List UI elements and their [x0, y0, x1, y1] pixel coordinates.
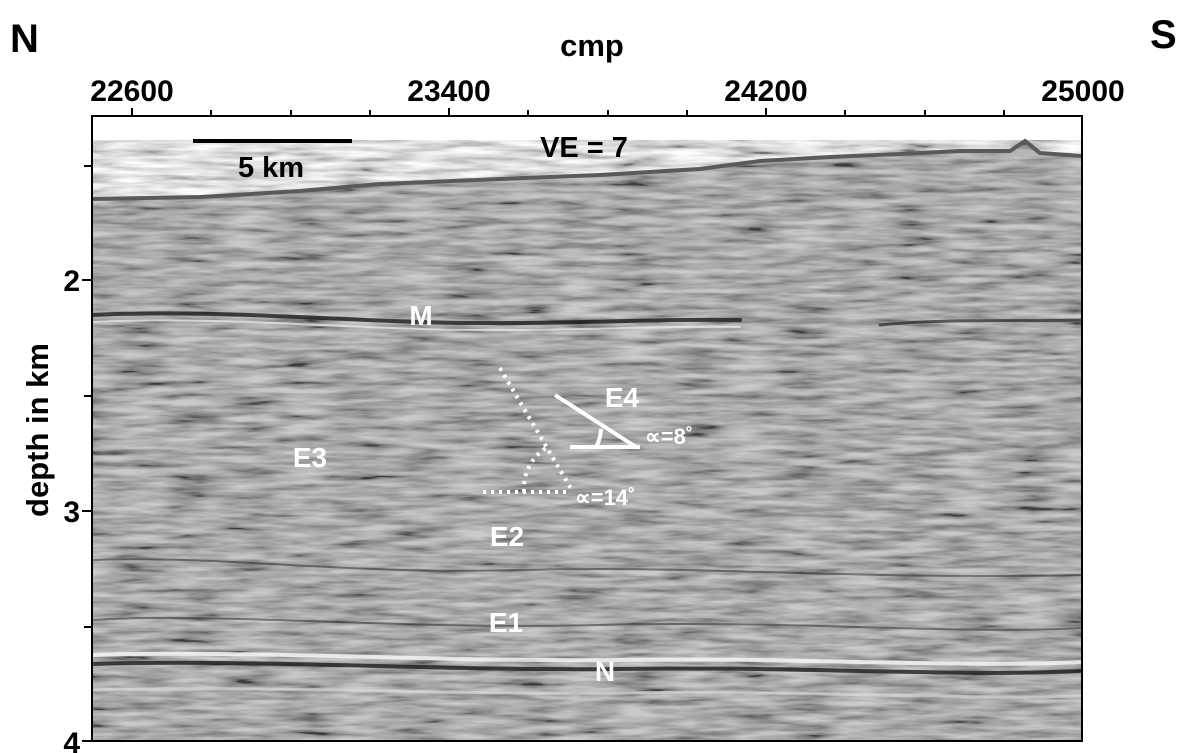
direction-south-label: S [1150, 13, 1177, 57]
reflector-lines [92, 311, 1082, 699]
seismic-texture [92, 140, 1082, 741]
scale-bar-label: 5 km [238, 152, 304, 184]
seismic-section [92, 138, 1082, 741]
x-axis-label: cmp [560, 28, 624, 63]
horizon-label-e3: E3 [293, 442, 327, 473]
y-tick-label: 2 [63, 265, 80, 298]
x-tick-marks [131, 108, 1005, 116]
x-tick-label: 24200 [724, 75, 807, 108]
x-tick-label: 25000 [1041, 75, 1124, 108]
y-tick-label: 3 [63, 496, 80, 529]
x-tick-labels: 22600 23400 24200 25000 [90, 75, 1124, 108]
direction-north-label: N [10, 17, 39, 61]
y-tick-marks [82, 165, 92, 742]
horizon-label-e1: E1 [489, 607, 523, 638]
x-tick-label: 23400 [407, 75, 490, 108]
plot-frame [91, 115, 1083, 742]
horizon-label-n: N [595, 656, 615, 687]
x-tick-label: 22600 [90, 75, 173, 108]
dip-angle-label-8: ∝=8˚ [645, 424, 693, 449]
dip-angle-e2 [483, 366, 575, 494]
horizon-label-m: M [409, 300, 432, 331]
seabed-reflector [92, 138, 1082, 201]
y-axis-label: depth in km [20, 343, 55, 517]
y-tick-label: 4 [63, 727, 80, 753]
horizon-label-e2: E2 [490, 521, 524, 552]
dip-angle-e4 [553, 393, 640, 449]
horizon-label-e4: E4 [605, 382, 640, 413]
y-tick-labels: 2 3 4 [63, 265, 80, 753]
vertical-exaggeration-label: VE = 7 [540, 132, 628, 164]
dip-angle-label-14: ∝=14˚ [575, 485, 635, 510]
